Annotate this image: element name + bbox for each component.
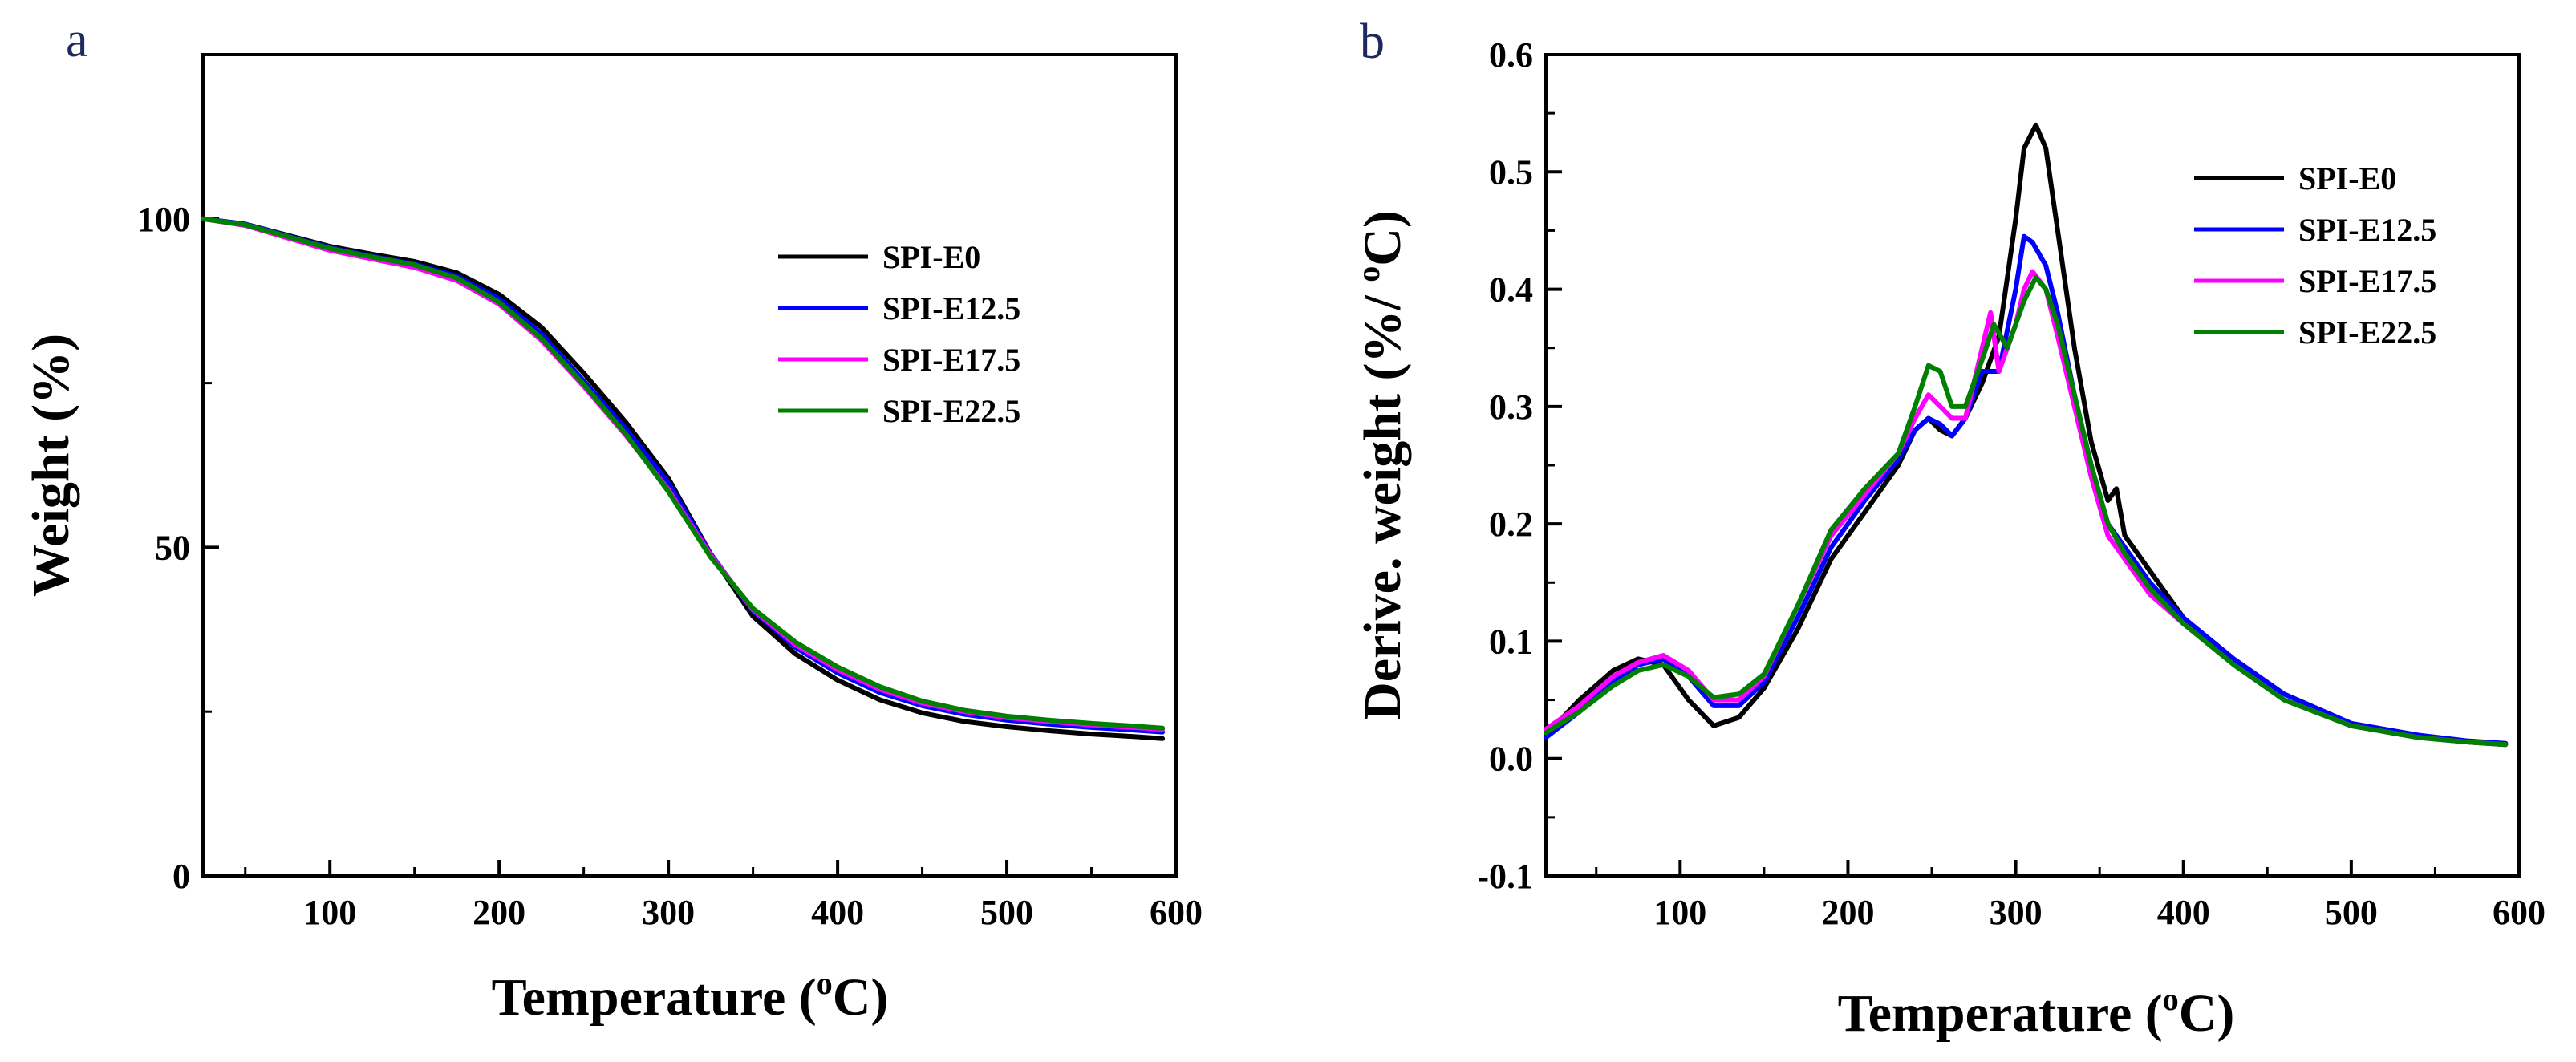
series-line-spi-e22-5 — [1544, 274, 2509, 748]
y-tick-label: 0.2 — [1489, 505, 1533, 544]
y-tick-label: 50 — [155, 528, 190, 567]
y-tick-label: 0.6 — [1489, 35, 1533, 75]
legend-label: SPI-E22.5 — [882, 393, 1020, 429]
panel-a-legend: SPI-E0 SPI-E12.5 SPI-E17.5 SPI-E22.5 — [778, 239, 1020, 429]
y-tick-label: 0.1 — [1489, 622, 1533, 661]
x-tick-label: 500 — [980, 893, 1033, 932]
x-tick-label: 100 — [1653, 893, 1706, 932]
legend-label: SPI-E12.5 — [2298, 212, 2436, 248]
series-line-spi-e12-5 — [1544, 233, 2509, 746]
panel-a-y-axis-label: Weight (%) — [22, 334, 80, 597]
legend-label: SPI-E0 — [2298, 160, 2396, 197]
series-line-spi-e22-5 — [201, 216, 1166, 731]
y-tick-label: 100 — [137, 200, 190, 239]
x-tick-label: 300 — [1990, 893, 2043, 932]
x-tick-label: 500 — [2325, 893, 2378, 932]
panel-a-letter: a — [66, 13, 88, 67]
x-tick-label: 200 — [473, 893, 525, 932]
x-tick-label: 400 — [811, 893, 864, 932]
y-tick-label: 0.3 — [1489, 387, 1533, 427]
panel-b-x-axis-label: Temperature (oC) — [1838, 981, 2235, 1043]
panel-b-y-axis-label: Derive. weight (%/ oC) — [1350, 210, 1412, 720]
y-tick-label: 0.5 — [1489, 152, 1533, 192]
panel-b-dtg-chart: b 100 200 300 400 500 600 -0.1 0.0 0.1 0.2 0.3 0.4 0… — [1350, 14, 2546, 1043]
legend-label: SPI-E12.5 — [882, 290, 1020, 326]
x-tick-label: 600 — [2493, 893, 2546, 932]
x-tick-label: 400 — [2157, 893, 2210, 932]
panel-b-series — [1544, 122, 2509, 748]
y-tick-label: 0 — [172, 857, 190, 896]
y-tick-label: -0.1 — [1477, 857, 1533, 896]
x-tick-label: 200 — [1821, 893, 1874, 932]
legend-label: SPI-E17.5 — [882, 342, 1020, 378]
x-tick-label: 300 — [642, 893, 695, 932]
x-tick-label: 600 — [1150, 893, 1203, 932]
y-tick-label: 0.0 — [1489, 740, 1533, 779]
panel-b-letter: b — [1360, 14, 1385, 69]
y-tick-label: 0.4 — [1489, 270, 1533, 310]
panel-a-x-axis-label: Temperature (oC) — [492, 965, 889, 1027]
legend-label: SPI-E17.5 — [2298, 263, 2436, 299]
panel-a-series — [201, 216, 1166, 741]
panel-a-plot-frame — [201, 53, 1178, 878]
panel-b-ticks: 100 200 300 400 500 600 -0.1 0.0 0.1 0.2 0.3 0.4 0.5… — [1477, 35, 2546, 932]
x-tick-label: 100 — [303, 893, 356, 932]
legend-label: SPI-E22.5 — [2298, 314, 2436, 351]
panel-b-legend: SPI-E0 SPI-E12.5 SPI-E17.5 SPI-E22.5 — [2194, 160, 2436, 351]
legend-label: SPI-E0 — [882, 239, 980, 275]
panel-a-ticks: 100 200 300 400 500 600 0 50 100 — [137, 200, 1203, 932]
panel-a-tga-chart: a 100 200 300 400 500 600 0 50 100 SPI-E0 SPI-E12… — [22, 13, 1203, 1027]
